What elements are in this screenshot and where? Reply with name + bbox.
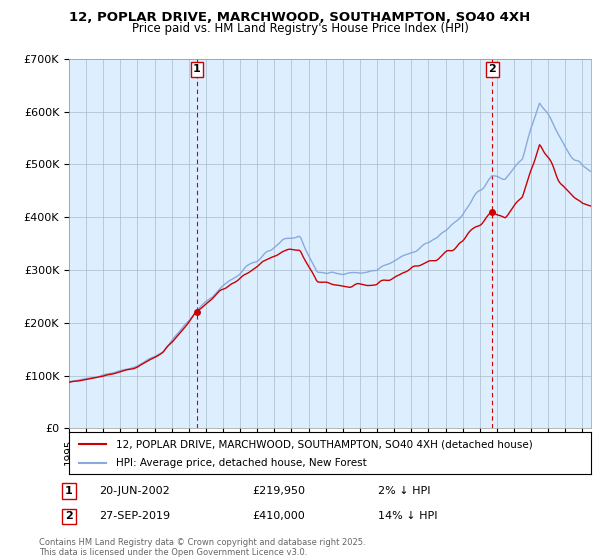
Text: 12, POPLAR DRIVE, MARCHWOOD, SOUTHAMPTON, SO40 4XH: 12, POPLAR DRIVE, MARCHWOOD, SOUTHAMPTON…: [70, 11, 530, 24]
Text: Price paid vs. HM Land Registry's House Price Index (HPI): Price paid vs. HM Land Registry's House …: [131, 22, 469, 35]
Text: 1: 1: [65, 486, 73, 496]
Text: 2: 2: [65, 511, 73, 521]
Text: 2: 2: [488, 64, 496, 74]
Text: 20-JUN-2002: 20-JUN-2002: [99, 486, 170, 496]
Text: £219,950: £219,950: [252, 486, 305, 496]
Text: £410,000: £410,000: [252, 511, 305, 521]
Text: 2% ↓ HPI: 2% ↓ HPI: [378, 486, 431, 496]
Text: HPI: Average price, detached house, New Forest: HPI: Average price, detached house, New …: [116, 458, 367, 468]
Text: 14% ↓ HPI: 14% ↓ HPI: [378, 511, 437, 521]
Text: 27-SEP-2019: 27-SEP-2019: [99, 511, 170, 521]
Text: Contains HM Land Registry data © Crown copyright and database right 2025.
This d: Contains HM Land Registry data © Crown c…: [39, 538, 365, 557]
Text: 1: 1: [193, 64, 201, 74]
Text: 12, POPLAR DRIVE, MARCHWOOD, SOUTHAMPTON, SO40 4XH (detached house): 12, POPLAR DRIVE, MARCHWOOD, SOUTHAMPTON…: [116, 439, 533, 449]
